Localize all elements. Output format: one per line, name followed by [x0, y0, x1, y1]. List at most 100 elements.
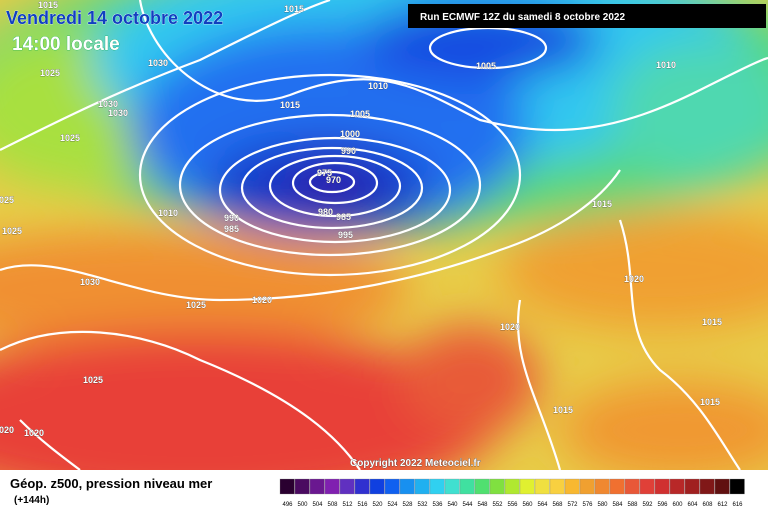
scale-swatch: [309, 478, 325, 495]
scale-swatch: [324, 478, 340, 495]
isobar-label: 1010: [368, 81, 388, 91]
isobar-label: 1025: [83, 375, 103, 385]
scale-label: 536: [432, 502, 443, 508]
scale-label: 572: [567, 502, 578, 508]
isobar: [0, 330, 361, 470]
scale-swatch: [399, 478, 415, 495]
scale-label: 552: [492, 502, 503, 508]
isobar-label: 1020: [624, 274, 644, 284]
scale-swatch: [444, 478, 460, 495]
scale-label: 600: [672, 502, 683, 508]
scale-label: 528: [402, 502, 413, 508]
isobar-label: 1005: [476, 61, 496, 71]
scale-label: 512: [342, 502, 353, 508]
scale-swatch: [504, 478, 520, 495]
isobar-label: 1020: [0, 425, 14, 435]
isobar-label: 980: [318, 207, 333, 217]
isobar-label: 1025: [40, 68, 60, 78]
run-box: [408, 4, 766, 28]
scale-swatch: [489, 478, 505, 495]
scale-label: 608: [702, 502, 713, 508]
isobar: [218, 136, 452, 244]
isobar-label: 1030: [108, 108, 128, 118]
scale-label: 504: [312, 502, 323, 508]
scale-label: 516: [357, 502, 368, 508]
isobar-label: 1020: [252, 295, 272, 305]
scale-label: 616: [732, 502, 743, 508]
scale-label: 588: [627, 502, 638, 508]
scale-swatch: [294, 478, 310, 495]
isobar: [0, 169, 621, 302]
isobar-label: 1025: [0, 195, 14, 205]
forecast-time: 14:00 locale: [12, 34, 120, 55]
isobar-label: 1015: [38, 0, 58, 10]
isobar-label: 1015: [284, 4, 304, 14]
isobar: [618, 219, 741, 470]
scale-label: 596: [657, 502, 668, 508]
scale-label: 556: [507, 502, 518, 508]
scale-swatch: [339, 478, 355, 495]
isobar: [268, 154, 402, 218]
scale-label: 580: [597, 502, 608, 508]
scale-swatch: [714, 478, 730, 495]
scale-swatch: [429, 478, 445, 495]
isobar: [308, 170, 356, 194]
isobar-label: 1020: [24, 428, 44, 438]
isobar-label: 1015: [280, 100, 300, 110]
isobar-label: 975: [317, 168, 332, 178]
scale-label: 576: [582, 502, 593, 508]
scale-swatch: [549, 478, 565, 495]
scale-swatch: [279, 478, 295, 495]
isobar: [516, 299, 562, 470]
scale-swatch: [669, 478, 685, 495]
isobar-label: 985: [224, 224, 239, 234]
footer-lead: (+144h): [14, 495, 49, 506]
isobar: [0, 0, 331, 151]
scale-label: 564: [537, 502, 548, 508]
scale-swatch: [564, 478, 580, 495]
scale-swatch: [519, 478, 535, 495]
isobar-label: 1015: [553, 405, 573, 415]
scale-swatch: [384, 478, 400, 495]
isobar-label: 1000: [340, 129, 360, 139]
isobar-label: 995: [338, 230, 353, 240]
isobar-label: 1010: [158, 208, 178, 218]
isobar: [138, 73, 522, 277]
isobar-label: 1030: [148, 58, 168, 68]
scale-label: 568: [552, 502, 563, 508]
scale-label: 508: [327, 502, 338, 508]
run-label: Run ECMWF 12Z du samedi 8 octobre 2022: [420, 12, 625, 23]
scale-label: 524: [387, 502, 398, 508]
scale-label: 544: [462, 502, 473, 508]
footer-title: Géop. z500, pression niveau mer: [10, 476, 212, 491]
scale-label: 520: [372, 502, 383, 508]
scale-swatch: [579, 478, 595, 495]
isobar-label: 1030: [80, 277, 100, 287]
isobar: [19, 419, 81, 470]
isobar-label: 1015: [700, 397, 720, 407]
scale-label: 612: [717, 502, 728, 508]
scale-label: 560: [522, 502, 533, 508]
scale-swatch: [354, 478, 370, 495]
isobar: [240, 146, 424, 230]
scale-swatch: [474, 478, 490, 495]
isobar-label: 990: [224, 213, 239, 223]
scale-swatch: [609, 478, 625, 495]
isobar-label: 1010: [656, 60, 676, 70]
scale-swatch: [699, 478, 715, 495]
scale-swatch: [534, 478, 550, 495]
copyright: Copyright 2022 Meteociel.fr: [350, 458, 481, 469]
isobar: [291, 161, 379, 205]
scale-label: 532: [417, 502, 428, 508]
isobar: [138, 0, 768, 132]
scale-swatch: [594, 478, 610, 495]
isobar-label: 985: [336, 212, 351, 222]
scale-swatch: [729, 478, 745, 495]
scale-label: 592: [642, 502, 653, 508]
scale-swatch: [684, 478, 700, 495]
isobar-label: 1020: [500, 322, 520, 332]
forecast-date: Vendredi 14 octobre 2022: [6, 8, 223, 28]
isobars: [0, 0, 768, 470]
